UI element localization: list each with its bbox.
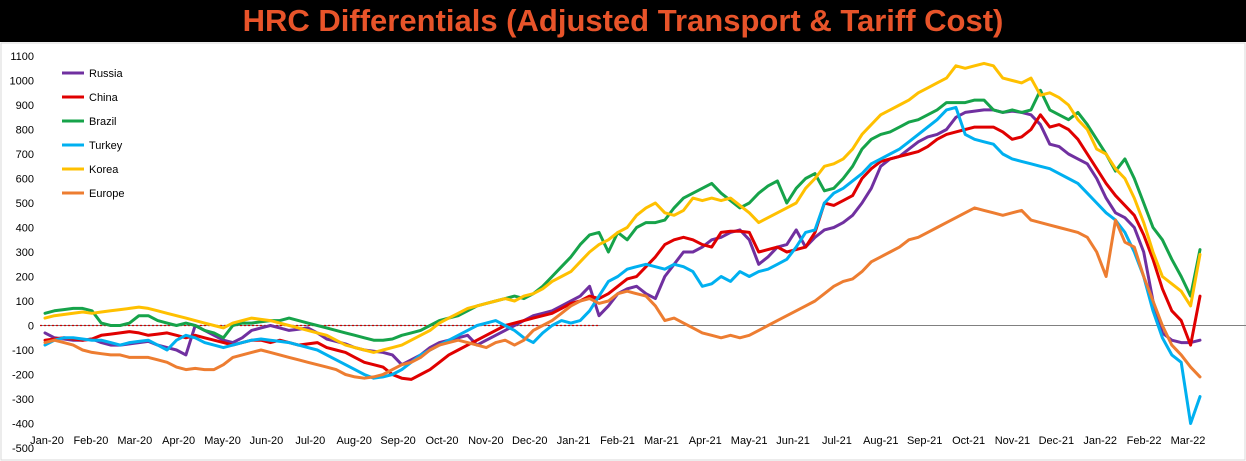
x-tick-label: Nov-21 — [995, 435, 1030, 447]
x-tick-label: Oct-21 — [952, 435, 985, 447]
y-tick-label: 100 — [16, 296, 34, 308]
x-tick-label: Nov-20 — [468, 435, 503, 447]
x-tick-label: Oct-20 — [425, 435, 458, 447]
legend: Russia China Brazil Turkey Korea Europe — [62, 68, 124, 200]
x-tick-label: Aug-20 — [336, 435, 371, 447]
x-tick-label: May-20 — [204, 435, 241, 447]
x-tick-label: Apr-20 — [162, 435, 195, 447]
chart-title: HRC Differentials (Adjusted Transport & … — [242, 3, 1004, 38]
chart-title-bar: HRC Differentials (Adjusted Transport & … — [0, 0, 1246, 42]
plot-area — [0, 42, 1246, 461]
y-tick-label: 600 — [16, 174, 34, 186]
x-tick-label: Feb-21 — [600, 435, 635, 447]
legend-label-europe: Europe — [89, 188, 124, 200]
y-tick-label: -300 — [12, 394, 34, 406]
legend-label-turkey: Turkey — [89, 140, 123, 152]
series-line-korea — [43, 61, 1202, 354]
y-tick-label: 800 — [16, 125, 34, 137]
x-tick-label: Mar-21 — [644, 435, 679, 447]
x-tick-label: Mar-20 — [117, 435, 152, 447]
x-tick-label: Jan-21 — [557, 435, 591, 447]
series-line-brazil — [43, 88, 1202, 342]
x-tick-label: Dec-20 — [512, 435, 547, 447]
y-tick-label: -100 — [12, 345, 34, 357]
y-tick-label: 1000 — [10, 76, 34, 88]
x-tick-label: Aug-21 — [863, 435, 898, 447]
series-lines — [43, 61, 1202, 425]
legend-label-russia: Russia — [89, 68, 124, 80]
y-tick-label: -200 — [12, 370, 34, 382]
x-tick-label: Sep-20 — [380, 435, 415, 447]
legend-label-korea: Korea — [89, 164, 119, 176]
x-tick-label: Jan-20 — [30, 435, 64, 447]
x-tick-label: Sep-21 — [907, 435, 942, 447]
legend-label-china: China — [89, 92, 119, 104]
x-tick-label: Mar-22 — [1171, 435, 1206, 447]
y-tick-label: 700 — [16, 149, 34, 161]
y-tick-label: -500 — [12, 443, 34, 455]
line-chart: -500 -400 -300 -200 -100 0 100 200 300 400 500 600 7… — [0, 42, 1246, 461]
x-tick-label: Apr-21 — [689, 435, 722, 447]
series-line-turkey — [43, 105, 1202, 425]
x-tick-label: Jul-20 — [295, 435, 325, 447]
legend-label-brazil: Brazil — [89, 116, 117, 128]
y-tick-label: 1100 — [10, 51, 34, 63]
x-tick-label: Jun-21 — [776, 435, 810, 447]
y-tick-label: 900 — [16, 100, 34, 112]
x-axis: Jan-20 Feb-20 Mar-20 Apr-20 May-20 Jun-20 Jul-… — [30, 435, 1205, 447]
x-tick-label: Jul-21 — [822, 435, 852, 447]
x-tick-label: Dec-21 — [1039, 435, 1074, 447]
x-tick-label: Jun-20 — [250, 435, 284, 447]
y-tick-label: 200 — [16, 272, 34, 284]
x-tick-label: Jan-22 — [1083, 435, 1117, 447]
y-tick-label: 300 — [16, 247, 34, 259]
x-tick-label: Feb-20 — [73, 435, 108, 447]
series-line-europe — [43, 206, 1202, 380]
y-tick-label: 400 — [16, 223, 34, 235]
x-tick-label: Feb-22 — [1127, 435, 1162, 447]
y-tick-label: -400 — [12, 419, 34, 431]
y-axis: -500 -400 -300 -200 -100 0 100 200 300 400 500 600 7… — [10, 51, 34, 455]
y-tick-label: 500 — [16, 198, 34, 210]
x-tick-label: May-21 — [731, 435, 768, 447]
y-tick-label: 0 — [28, 321, 34, 333]
